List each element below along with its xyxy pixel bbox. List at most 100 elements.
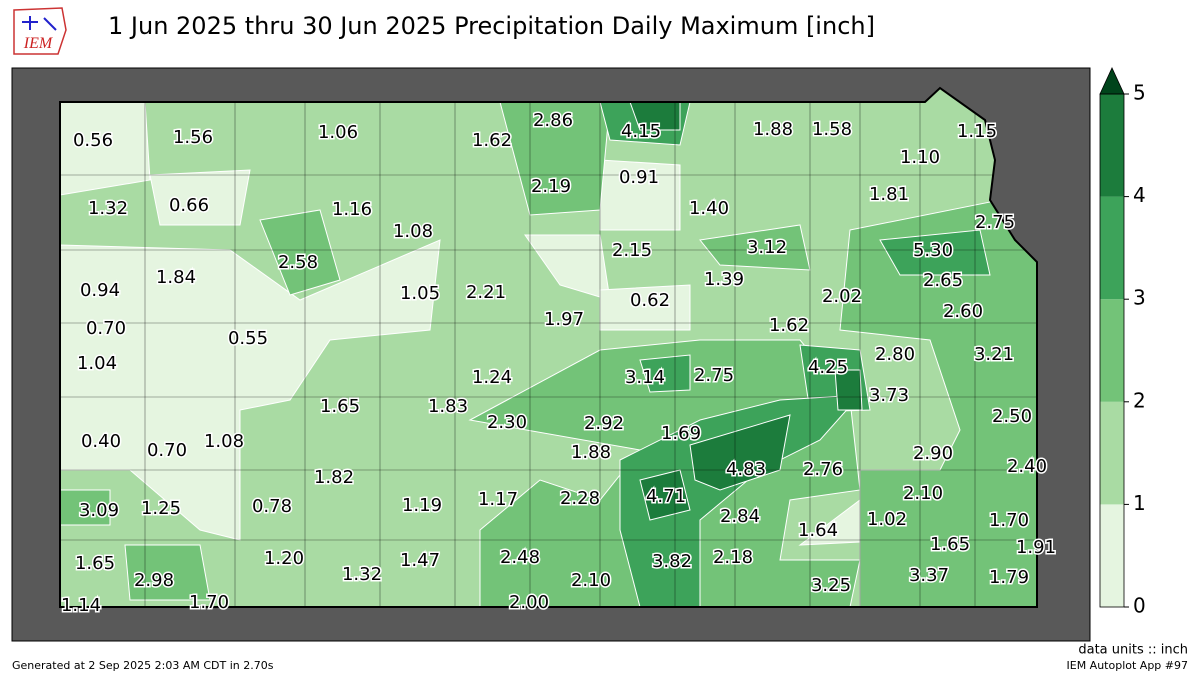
station-value: 1.58	[812, 119, 852, 140]
station-value: 0.70	[147, 440, 187, 461]
station-value: 2.28	[560, 488, 600, 509]
station-value: 3.82	[652, 551, 692, 572]
station-value: 5.30	[913, 240, 953, 261]
colorbar-bin	[1100, 299, 1124, 402]
colorbar-bin	[1100, 401, 1124, 505]
station-value: 1.08	[393, 221, 433, 242]
station-value: 3.14	[625, 367, 665, 388]
station-value: 1.40	[689, 198, 729, 219]
station-value: 0.91	[619, 167, 659, 188]
station-value: 1.02	[867, 509, 907, 530]
station-value: 2.10	[571, 570, 611, 591]
station-value: 2.80	[875, 344, 915, 365]
station-value: 1.04	[77, 353, 117, 374]
station-value: 1.08	[204, 431, 244, 452]
station-value: 3.73	[869, 385, 909, 406]
station-value: 1.17	[478, 489, 518, 510]
station-value: 0.56	[73, 130, 113, 151]
station-value: 0.78	[252, 496, 292, 517]
station-value: 2.75	[975, 212, 1015, 233]
colorbar: 0 1 2 3 4 5	[1099, 67, 1146, 618]
station-value: 2.18	[713, 547, 753, 568]
station-value: 4.71	[646, 486, 686, 507]
station-value: 2.19	[531, 176, 571, 197]
colorbar-bin	[1100, 504, 1124, 607]
station-value: 2.21	[466, 282, 506, 303]
station-value: 1.79	[989, 567, 1029, 588]
station-value: 1.16	[332, 199, 372, 220]
station-value: 1.91	[1016, 537, 1056, 558]
station-value: 2.30	[487, 412, 527, 433]
colorbar-bin	[1100, 196, 1124, 300]
colorbar-extend	[1099, 67, 1125, 95]
station-value: 1.88	[571, 442, 611, 463]
station-value: 1.24	[472, 367, 512, 388]
contour-region	[259, 209, 341, 296]
generated: Generated at 2 Sep 2025 2:03 AM CDT in 2…	[12, 659, 274, 672]
station-value: 0.62	[630, 290, 670, 311]
station-value: 3.12	[747, 237, 787, 258]
station-value: 2.48	[500, 547, 540, 568]
title: 1 Jun 2025 thru 30 Jun 2025 Precipitatio…	[108, 12, 875, 40]
station-value: 1.19	[402, 495, 442, 516]
station-value: 1.14	[61, 595, 101, 616]
station-value: 1.64	[798, 520, 838, 541]
station-value: 1.39	[704, 269, 744, 290]
station-value: 1.62	[472, 130, 512, 151]
station-value: 2.10	[903, 483, 943, 504]
station-value: 2.00	[509, 592, 549, 613]
colorbar-bin	[1100, 94, 1124, 197]
logo-text: IEM	[23, 35, 54, 52]
station-value: 1.32	[88, 198, 128, 219]
contour-region	[689, 414, 791, 491]
station-value: 0.70	[86, 318, 126, 339]
station-value: 1.81	[869, 184, 909, 205]
station-value: 1.65	[930, 534, 970, 555]
station-value: 1.62	[769, 315, 809, 336]
station-value: 2.98	[134, 570, 174, 591]
contour-region	[124, 544, 211, 601]
station-value: 2.92	[584, 413, 624, 434]
station-value: 2.02	[822, 286, 862, 307]
station-value: 2.65	[923, 270, 963, 291]
colorbar-frame	[1099, 93, 1125, 608]
station-value: 0.66	[169, 195, 209, 216]
contour-fill	[60, 88, 1037, 607]
station-value: 4.83	[726, 459, 766, 480]
station-value: 1.97	[544, 309, 584, 330]
colorbar-tick-label: 0	[1133, 594, 1146, 618]
station-value: 1.65	[75, 553, 115, 574]
station-value: 1.65	[320, 396, 360, 417]
station-value: 1.47	[400, 550, 440, 571]
station-value: 1.10	[900, 147, 940, 168]
station-value: 1.84	[156, 267, 196, 288]
station-value: 0.55	[228, 328, 268, 349]
state-border	[59, 86, 1038, 608]
contour-region	[60, 489, 111, 526]
station-value: 3.25	[811, 575, 851, 596]
station-value: 2.40	[1007, 456, 1047, 477]
station-value: 3.21	[974, 344, 1014, 365]
station-value: 4.25	[808, 357, 848, 378]
units: data units :: inch	[1078, 643, 1188, 658]
contour-region	[639, 469, 691, 521]
station-value: 1.69	[661, 423, 701, 444]
station-value: 1.56	[173, 127, 213, 148]
station-value: 1.88	[753, 119, 793, 140]
contour-region	[639, 354, 691, 393]
station-value: 1.70	[189, 592, 229, 613]
station-value: 2.75	[694, 365, 734, 386]
colorbar-tick-label: 2	[1133, 388, 1146, 412]
contour-region	[149, 169, 251, 226]
station-value: 3.37	[909, 565, 949, 586]
contour-region	[879, 229, 991, 276]
colorbar-tick-label: 5	[1133, 81, 1146, 105]
station-value: 1.20	[264, 548, 304, 569]
station-value: 1.06	[318, 122, 358, 143]
station-value: 2.60	[943, 301, 983, 322]
station-value: 1.83	[428, 396, 468, 417]
station-value: 1.15	[957, 121, 997, 142]
station-value: 2.90	[913, 443, 953, 464]
station-value: 1.32	[342, 564, 382, 585]
